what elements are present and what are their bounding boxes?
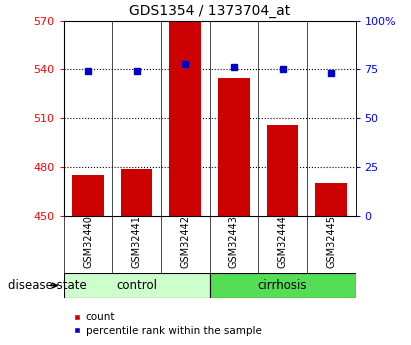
Text: GSM32440: GSM32440 — [83, 215, 93, 268]
Bar — [64, 273, 210, 298]
Text: GSM32442: GSM32442 — [180, 215, 190, 268]
Bar — [218, 78, 250, 216]
Text: GSM32445: GSM32445 — [326, 215, 336, 268]
Bar — [72, 175, 104, 216]
Text: GSM32441: GSM32441 — [132, 215, 142, 268]
Bar — [210, 273, 356, 298]
Text: GSM32444: GSM32444 — [277, 215, 288, 268]
Bar — [267, 125, 298, 216]
Text: GSM32443: GSM32443 — [229, 215, 239, 268]
Bar — [315, 183, 347, 216]
Title: GDS1354 / 1373704_at: GDS1354 / 1373704_at — [129, 4, 290, 18]
Legend: count, percentile rank within the sample: count, percentile rank within the sample — [69, 308, 266, 340]
Text: disease state: disease state — [8, 279, 87, 292]
Bar — [169, 22, 201, 216]
Text: control: control — [116, 279, 157, 292]
Bar — [121, 168, 152, 216]
Text: cirrhosis: cirrhosis — [258, 279, 307, 292]
